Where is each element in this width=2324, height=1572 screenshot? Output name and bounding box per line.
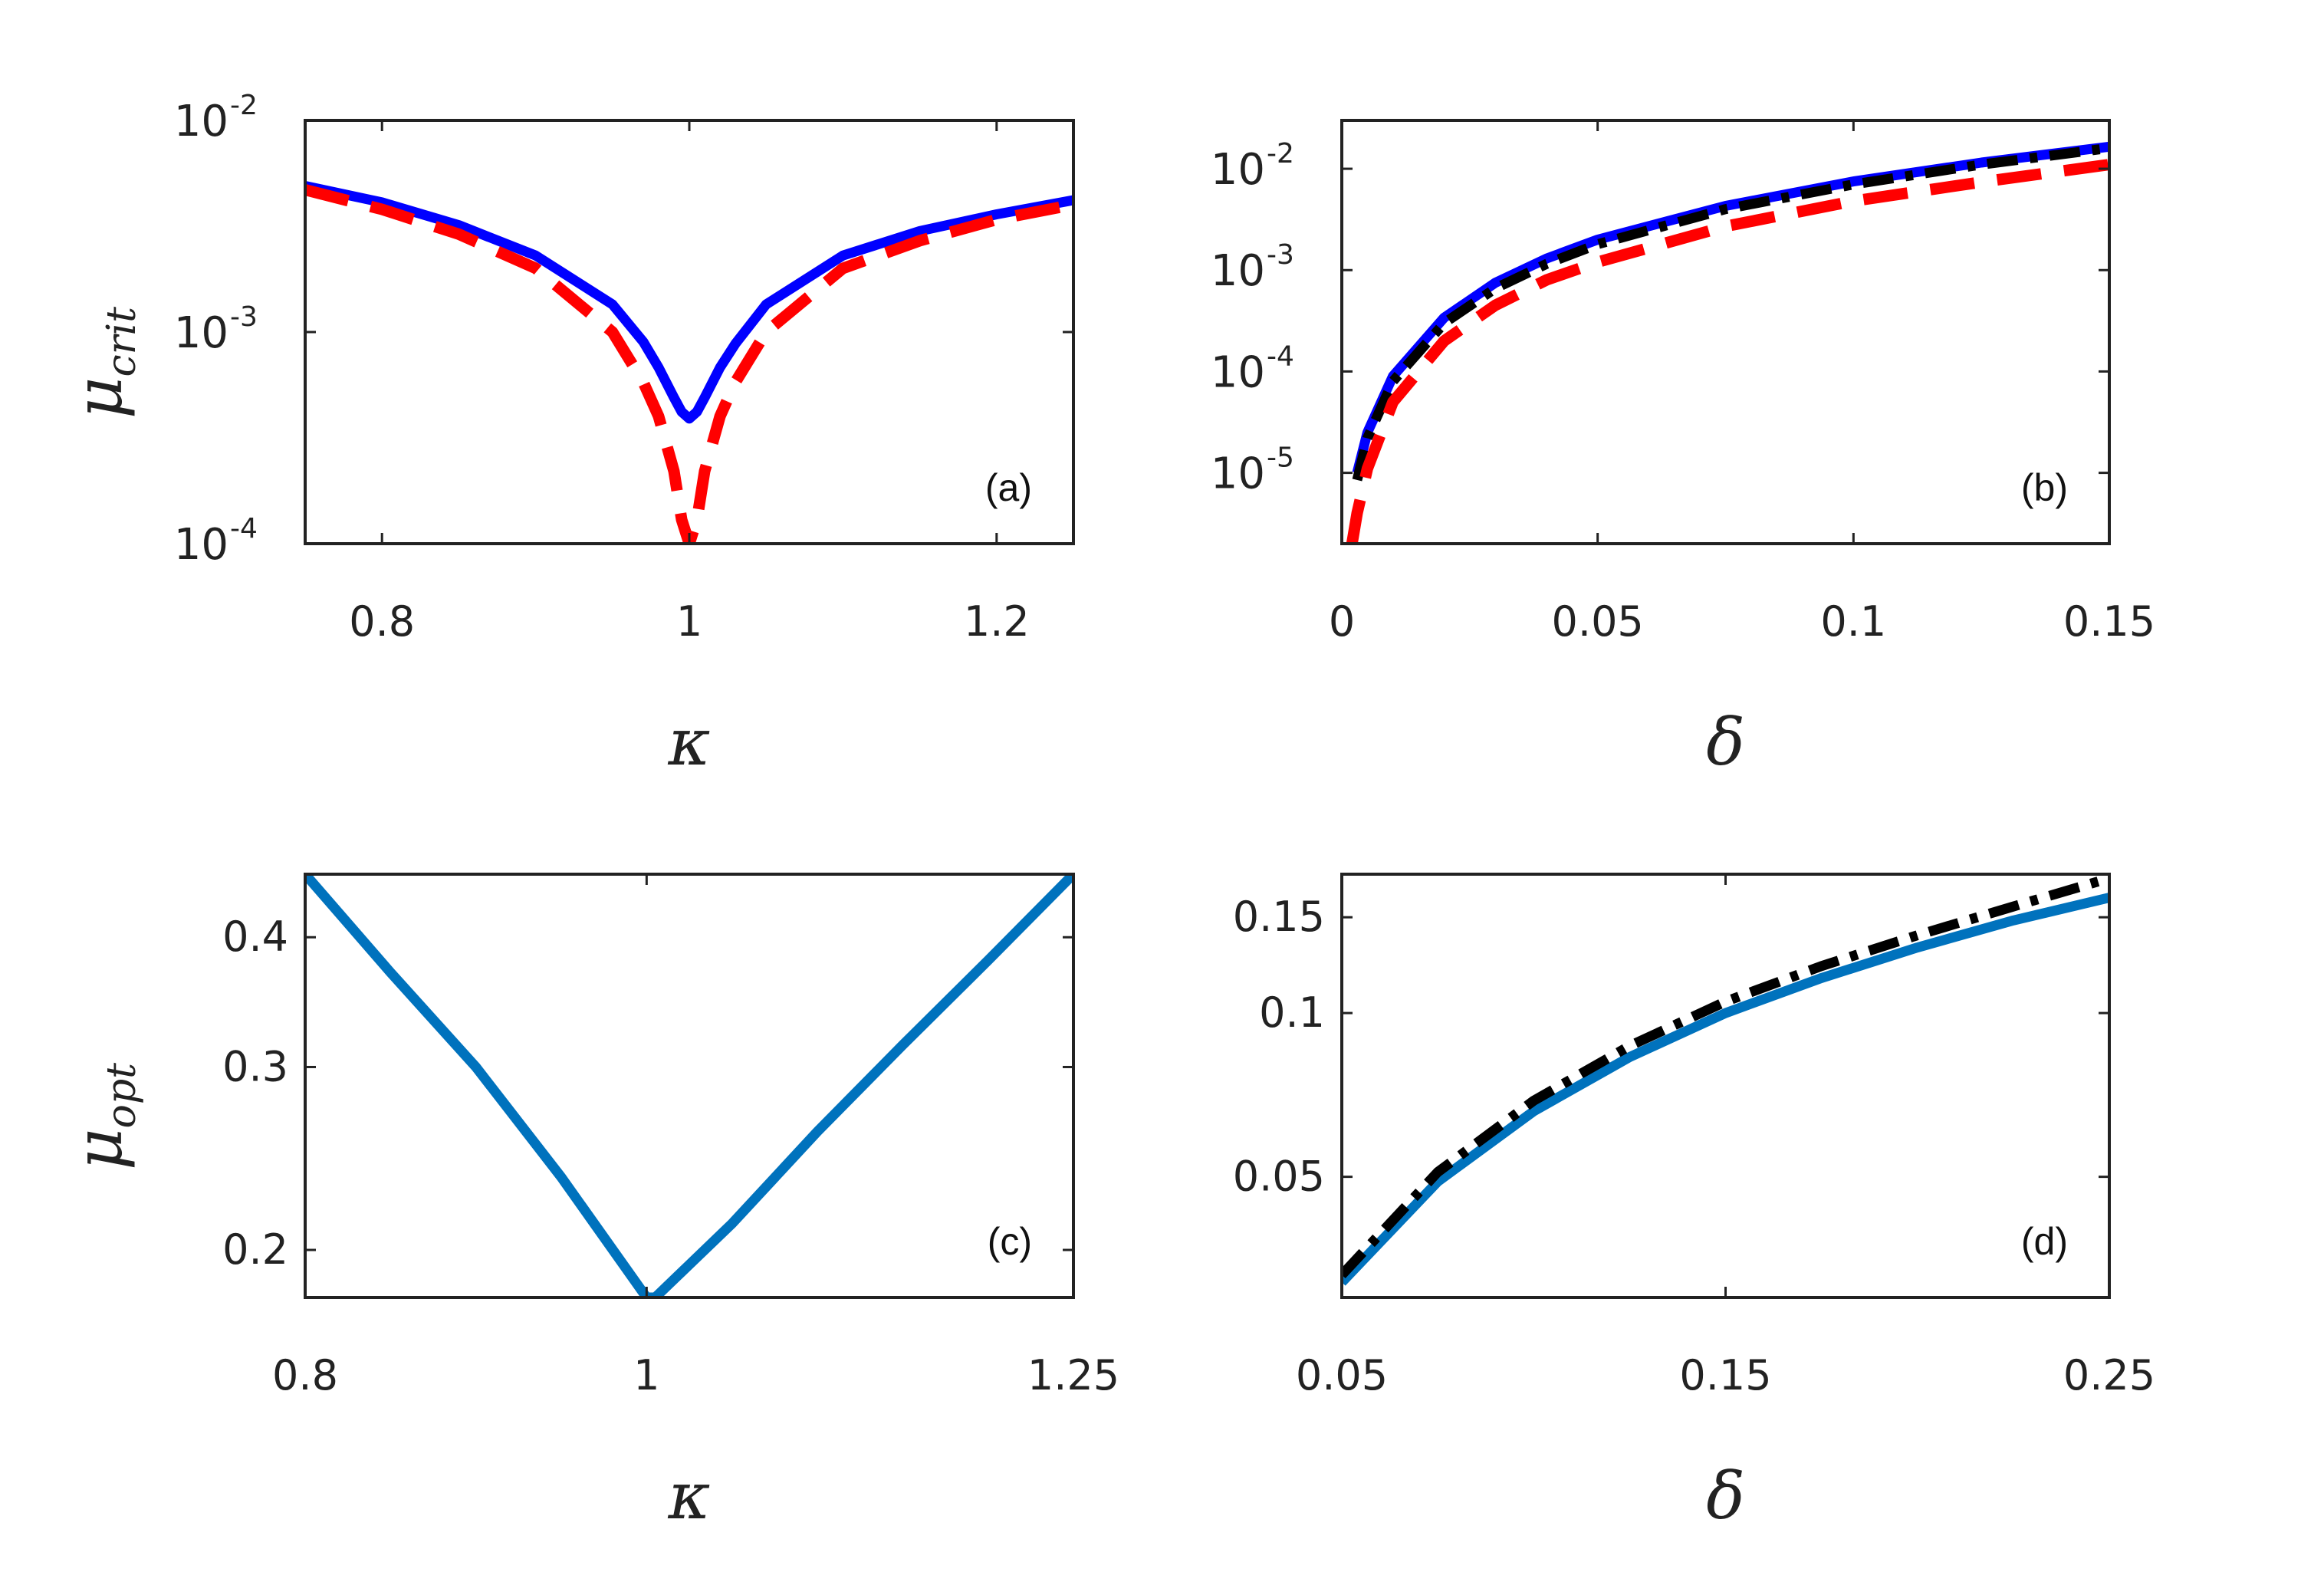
panel-tag: (c) (988, 1220, 1032, 1263)
x-tick-label: 0.1 (1820, 597, 1886, 646)
y-tick-label: 10 (1211, 449, 1265, 499)
y-tick-exponent: -3 (230, 301, 258, 333)
series-line-0 (305, 181, 1073, 424)
x-axis-label: κ (667, 1459, 710, 1534)
x-tick-label: 1 (676, 597, 702, 646)
series-line-1 (1352, 143, 2109, 482)
plot-frame (304, 119, 1075, 545)
y-tick-exponent: -2 (230, 90, 258, 121)
y-tick-label: 0.3 (222, 1042, 288, 1090)
x-tick-label: 1.2 (964, 597, 1030, 646)
series-line-0 (1342, 893, 2109, 1286)
series-line-0 (305, 874, 1073, 1297)
y-tick-exponent: -4 (1267, 340, 1294, 372)
x-axis-label: κ (667, 705, 710, 780)
y-tick-label: 10 (174, 520, 228, 570)
panel-tag: (d) (2021, 1220, 2068, 1263)
x-tick-label: 0.15 (2063, 597, 2155, 646)
y-tick-exponent: -5 (1267, 442, 1294, 474)
x-tick-label: 0.8 (272, 1351, 338, 1399)
x-axis-label: δ (1706, 705, 1745, 780)
y-tick-label: 10 (1211, 347, 1265, 397)
x-tick-label: 1 (633, 1351, 659, 1399)
plot-frame (1340, 119, 2111, 545)
panel-3: 0.05 0.15 0.25 0.05 0.1 0.15 δ (d) (1233, 873, 2155, 1534)
x-tick-label: 0 (1329, 597, 1355, 646)
series-line-1 (305, 184, 1073, 544)
x-tick-label: 0.05 (1552, 597, 1644, 646)
y-tick-exponent: -4 (230, 513, 258, 544)
y-tick-exponent: -2 (1267, 138, 1294, 169)
y-tick-label: 10 (174, 308, 228, 358)
y-tick-label: 10 (1211, 145, 1265, 195)
series-line-1 (1342, 874, 2109, 1279)
panel-tag: (b) (2021, 466, 2068, 509)
x-tick-label: 0.15 (1679, 1351, 1771, 1399)
panel-2: 0.8 1 1.25 0.2 0.3 0.4 κ μopt (c) (61, 873, 1119, 1534)
y-tick-label: 10 (174, 97, 228, 146)
series-line-2 (1346, 159, 2109, 544)
y-tick-label: 0.2 (222, 1225, 288, 1274)
y-tick-exponent: -3 (1267, 239, 1294, 271)
y-tick-label: 10 (1211, 246, 1265, 296)
y-axis-label: μopt (61, 1063, 145, 1170)
x-tick-label: 0.05 (1296, 1351, 1388, 1399)
plot-frame (304, 873, 1075, 1299)
y-axis-label: μcrit (61, 307, 145, 419)
y-tick-label: 0.1 (1259, 988, 1325, 1037)
x-axis-label: δ (1706, 1459, 1745, 1534)
x-tick-label: 0.8 (349, 597, 415, 646)
y-tick-label: 0.4 (222, 913, 288, 961)
plot-frame (1340, 873, 2111, 1299)
y-tick-label: 0.15 (1233, 893, 1325, 941)
y-tick-label: 0.05 (1233, 1153, 1325, 1201)
panel-tag: (a) (985, 466, 1032, 509)
x-tick-label: 0.25 (2063, 1351, 2155, 1399)
x-tick-label: 1.25 (1027, 1351, 1119, 1399)
